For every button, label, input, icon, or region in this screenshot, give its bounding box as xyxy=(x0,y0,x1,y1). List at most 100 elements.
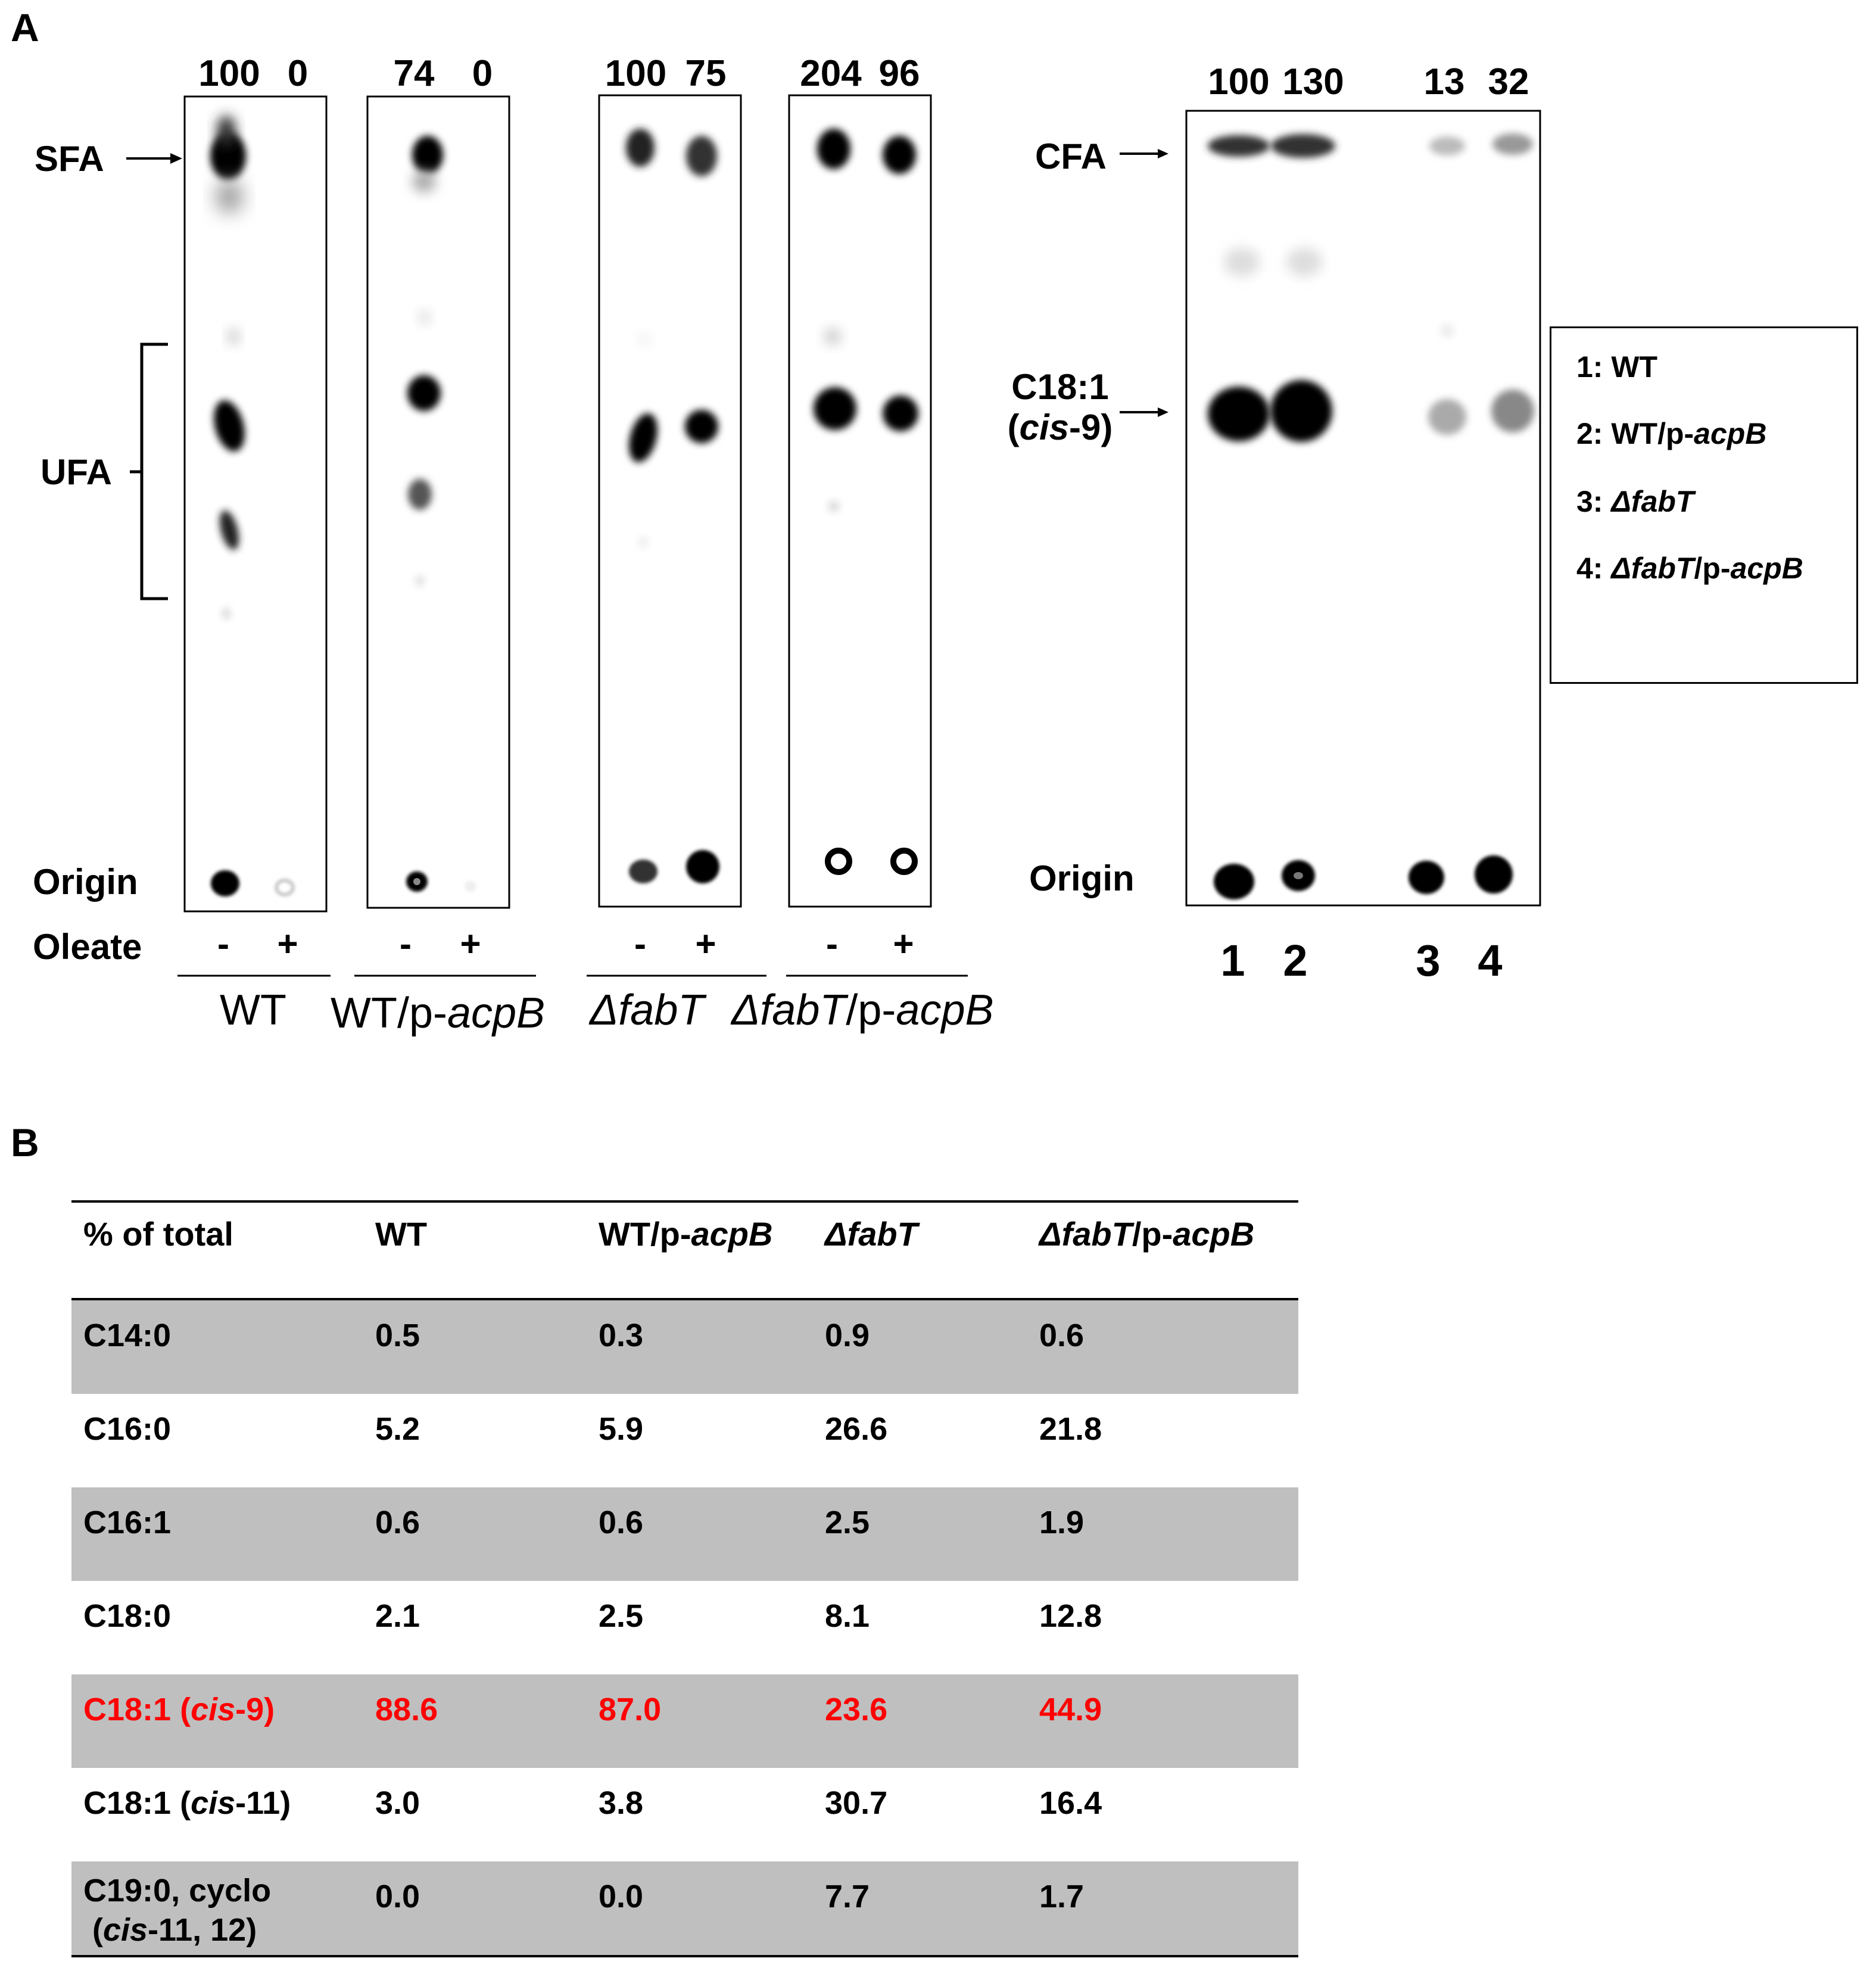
oleate-sign-2: + xyxy=(277,924,298,964)
header-wt: WT xyxy=(375,1215,428,1253)
cell-wt-acpb: 0.6 xyxy=(599,1505,644,1540)
oleate-sign-1: - xyxy=(217,924,229,964)
cell-wt: 0.5 xyxy=(375,1318,420,1353)
quant-fabt-acpb-plus: 96 xyxy=(878,53,920,94)
ufa-bracket xyxy=(140,343,168,600)
quant-wt-plus: 0 xyxy=(287,53,308,94)
legend-item-3: 3: ΔfabT xyxy=(1576,485,1694,518)
cell-fabt: 0.9 xyxy=(825,1318,870,1353)
cell-wt-acpb: 2.5 xyxy=(599,1598,644,1634)
label-cfa: CFA xyxy=(1035,136,1107,176)
cell-wt: 3.0 xyxy=(375,1785,420,1821)
cell-wt-acpb: 5.9 xyxy=(599,1411,644,1447)
row-name: C18:1 (cis-9) xyxy=(83,1692,275,1727)
gel-strip-fabt xyxy=(598,94,742,908)
header-percent-total: % of total xyxy=(83,1215,233,1253)
oleate-sign-6: + xyxy=(695,924,716,964)
cell-wt-acpb: 0.3 xyxy=(599,1318,644,1353)
cell-fabt-acpb: 16.4 xyxy=(1039,1785,1102,1821)
spots-wt-acpb xyxy=(406,136,476,892)
label-c181-cis9: C18:1 (cis-9) xyxy=(1007,367,1113,447)
gel-strip-fabt-acpb xyxy=(788,94,932,908)
cell-fabt-acpb: 44.9 xyxy=(1039,1692,1102,1727)
cell-wt: 0.6 xyxy=(375,1505,420,1540)
quant-right-1: 100 xyxy=(1208,61,1270,102)
lane-number-4: 4 xyxy=(1478,936,1503,985)
quant-fabt-acpb-minus: 204 xyxy=(800,53,862,94)
row-name: C14:0 xyxy=(83,1318,172,1353)
label-oleate: Oleate xyxy=(33,927,142,967)
label-origin-left: Origin xyxy=(33,862,138,902)
cell-fabt: 23.6 xyxy=(825,1692,888,1727)
table-row: C19:0, cyclo (cis-11, 12) 0.0 0.0 7.7 1.… xyxy=(71,1861,1298,1957)
cell-wt-acpb: 3.8 xyxy=(599,1785,644,1821)
cell-fabt: 8.1 xyxy=(825,1598,870,1634)
table-row: C14:0 0.5 0.3 0.9 0.6 xyxy=(71,1300,1298,1394)
row-name: C18:0 xyxy=(83,1598,172,1634)
quant-wt-minus: 100 xyxy=(198,53,260,94)
quant-right-2: 130 xyxy=(1282,61,1344,102)
quant-wt-acpb-minus: 74 xyxy=(393,53,435,94)
cell-wt-acpb: 0.0 xyxy=(599,1879,644,1914)
legend-box: 1: WT 2: WT/p-acpB 3: ΔfabT 4: ΔfabT/p-a… xyxy=(1550,326,1858,684)
legend-item-4: 4: ΔfabT/p-acpB xyxy=(1576,552,1803,585)
spots-fabt xyxy=(626,129,719,883)
gel-images xyxy=(126,94,1541,977)
table-header: % of total WT WT/p-acpB ΔfabT ΔfabT/p-ac… xyxy=(71,1200,1298,1300)
oleate-sign-7: - xyxy=(826,924,838,964)
cell-fabt-acpb: 0.6 xyxy=(1039,1318,1085,1353)
header-fabt-acpb: ΔfabT/p-acpB xyxy=(1039,1215,1255,1253)
cell-fabt: 2.5 xyxy=(825,1505,870,1540)
header-fabt: ΔfabT xyxy=(825,1215,918,1253)
cell-fabt: 30.7 xyxy=(825,1785,888,1821)
quant-fabt-plus: 75 xyxy=(685,53,727,94)
row-name: C18:1 (cis-11) xyxy=(83,1785,291,1821)
legend-item-1: 1: WT xyxy=(1576,350,1658,384)
legend-item-2: 2: WT/p-acpB xyxy=(1576,417,1767,450)
strain-wt: WT xyxy=(220,986,286,1034)
spots-right-gel xyxy=(1208,133,1534,899)
header-wt-acpb: WT/p-acpB xyxy=(599,1215,773,1253)
oleate-sign-8: + xyxy=(893,924,914,964)
lane-number-1: 1 xyxy=(1220,936,1245,985)
panel-a-label: A xyxy=(11,5,39,49)
lane-number-3: 3 xyxy=(1416,936,1441,985)
table-row: C16:1 0.6 0.6 2.5 1.9 xyxy=(71,1487,1298,1581)
label-sfa: SFA xyxy=(35,139,104,179)
strain-fabt: ΔfabT xyxy=(590,986,705,1034)
cell-wt: 88.6 xyxy=(375,1692,438,1727)
cell-wt-acpb: 87.0 xyxy=(599,1692,662,1727)
table-row: C18:0 2.1 2.5 8.1 12.8 xyxy=(71,1581,1298,1674)
cell-fabt-acpb: 12.8 xyxy=(1039,1598,1102,1634)
oleate-sign-3: - xyxy=(400,924,412,964)
cell-fabt: 7.7 xyxy=(825,1879,870,1914)
spots-wt xyxy=(210,116,295,896)
row-name: C16:1 xyxy=(83,1505,172,1540)
strain-wt-acpb: WT/p-acpB xyxy=(331,989,546,1037)
row-name: C19:0, cyclo (cis-11, 12) xyxy=(83,1873,272,1948)
cell-wt: 5.2 xyxy=(375,1411,420,1447)
quant-fabt-minus: 100 xyxy=(604,53,667,94)
gel-right xyxy=(1185,110,1541,907)
fatty-acid-table: % of total WT WT/p-acpB ΔfabT ΔfabT/p-ac… xyxy=(71,1200,1298,1957)
row-name: C16:0 xyxy=(83,1411,172,1447)
cell-fabt-acpb: 21.8 xyxy=(1039,1411,1102,1447)
cell-wt: 0.0 xyxy=(375,1879,420,1914)
table-row: C18:1 (cis-11) 3.0 3.8 30.7 16.4 xyxy=(71,1768,1298,1861)
panel-b-label: B xyxy=(11,1120,39,1165)
arrows-right xyxy=(1120,149,1168,417)
oleate-sign-5: - xyxy=(634,924,646,964)
gel-strip-wt-acpb xyxy=(366,95,510,909)
arrows-left xyxy=(126,153,182,164)
quant-right-3: 13 xyxy=(1423,61,1465,102)
table-row: C16:0 5.2 5.9 26.6 21.8 xyxy=(71,1394,1298,1487)
table-row-highlighted: C18:1 (cis-9) 88.6 87.0 23.6 44.9 xyxy=(71,1674,1298,1768)
quant-wt-acpb-plus: 0 xyxy=(472,53,493,94)
lane-number-2: 2 xyxy=(1283,936,1308,985)
label-ufa: UFA xyxy=(40,452,112,492)
quant-right-4: 32 xyxy=(1488,61,1529,102)
oleate-sign-4: + xyxy=(460,924,481,964)
cell-fabt-acpb: 1.7 xyxy=(1039,1879,1085,1914)
spots-fabt-acpb xyxy=(814,129,918,875)
cell-wt: 2.1 xyxy=(375,1598,420,1634)
